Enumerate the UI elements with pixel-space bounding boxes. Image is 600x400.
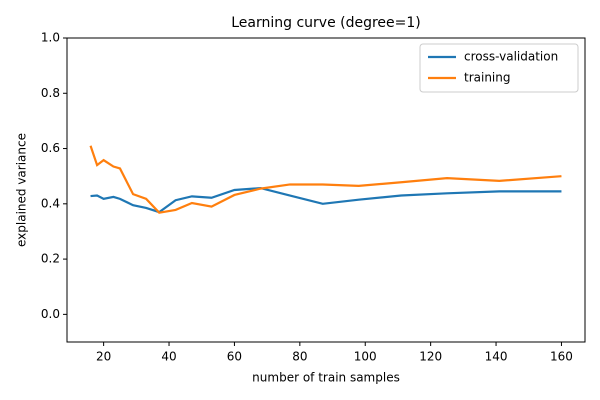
legend-label: training [464,71,511,85]
legend-label: cross-validation [464,50,558,64]
y-tick-label: 0.6 [41,141,60,155]
line-series [89,145,562,214]
plot-frame [66,37,586,343]
y-tick-label: 0.2 [41,252,60,266]
chart-title: Learning curve (degree=1) [231,15,421,31]
y-axis-label: explained variance [15,133,29,247]
x-tick-label: 40 [161,350,176,364]
line-series [90,186,562,214]
x-axis-label: number of train samples [252,371,400,385]
y-tick-label: 0.0 [41,307,60,321]
x-tick-label: 20 [96,350,111,364]
x-tick-label: 120 [419,350,442,364]
x-tick-label: 80 [292,350,307,364]
y-tick-label: 1.0 [41,31,60,45]
x-tick-label: 160 [550,350,573,364]
y-tick-label: 0.4 [41,196,60,210]
x-tick-label: 100 [354,350,377,364]
x-tick-label: 60 [227,350,242,364]
legend-box [419,43,579,93]
x-tick-label: 140 [485,350,508,364]
y-tick-label: 0.8 [41,86,60,100]
